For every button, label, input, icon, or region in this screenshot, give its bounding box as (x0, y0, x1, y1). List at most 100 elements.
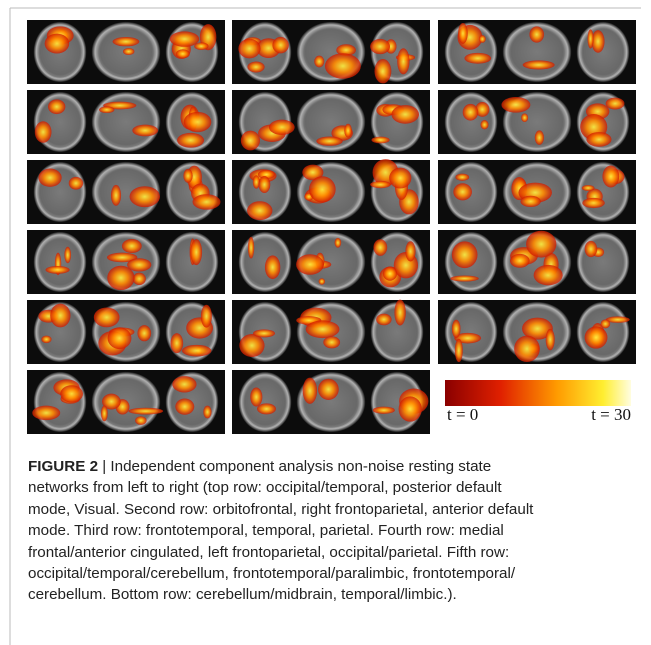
caption-line: FIGURE 2 | Independent component analysi… (28, 456, 643, 477)
activation-blob (183, 169, 192, 183)
caption-line: mode, Visual. Second row: orbitofrontal,… (28, 499, 643, 520)
activation-blob (123, 48, 134, 55)
activation-blob (606, 98, 625, 110)
activation-blob (314, 56, 324, 68)
activation-blob (373, 239, 387, 256)
activation-blob (309, 176, 336, 202)
activation-blob (501, 97, 530, 113)
activation-blob (250, 387, 262, 406)
activation-blob (453, 183, 472, 200)
activation-blob (529, 26, 544, 42)
activation-blob (452, 320, 461, 338)
activation-blob (127, 258, 151, 271)
activation-blob (323, 336, 340, 348)
colorbar-max-label: t = 30 (591, 405, 631, 424)
caption-line: mode. Third row: frontotemporal, tempora… (28, 520, 643, 541)
activation-blob (344, 124, 352, 138)
caption: FIGURE 2 | Independent component analysi… (28, 456, 643, 606)
activation-blob (133, 273, 146, 285)
activation-blob (521, 113, 528, 122)
activation-blob (319, 278, 325, 284)
brain-panel (438, 20, 636, 84)
activation-blob (335, 238, 342, 248)
activation-blob (247, 201, 272, 220)
activation-blob (48, 99, 65, 114)
activation-blob (201, 305, 212, 328)
activation-blob (455, 174, 469, 181)
activation-blob (184, 112, 212, 132)
brain-panel (27, 90, 225, 154)
brain-panel (27, 160, 225, 224)
brain-panel (232, 300, 430, 364)
activation-blob (592, 30, 605, 53)
activation-blob (376, 314, 391, 326)
activation-blob (452, 241, 478, 268)
brain-panel (27, 370, 225, 434)
colorbar-min-label: t = 0 (447, 405, 478, 424)
activation-blob (60, 385, 83, 402)
activation-blob (463, 104, 479, 121)
activation-blob (399, 396, 422, 421)
activation-blob (111, 185, 121, 206)
activation-blob (38, 168, 61, 186)
activation-blob (99, 106, 114, 113)
brain-panel (438, 160, 636, 224)
activation-blob (257, 403, 276, 414)
activation-blob (316, 137, 342, 146)
activation-blob (405, 241, 415, 261)
activation-blob (101, 405, 108, 421)
activation-blob (582, 185, 595, 191)
activation-blob (383, 267, 397, 281)
brain-panel (438, 90, 636, 154)
activation-blob (238, 39, 260, 59)
caption-text: | Independent component analysis non-noi… (98, 458, 491, 475)
brain-panel (232, 20, 430, 84)
brain-panel (27, 300, 225, 364)
activation-blob (602, 166, 619, 188)
activation-blob (391, 105, 419, 124)
activation-blob (397, 48, 409, 74)
brain-panel (232, 370, 430, 434)
activation-blob (50, 304, 70, 328)
activation-blob (586, 132, 611, 147)
activation-blob (585, 326, 608, 348)
brain-panel (27, 20, 225, 84)
activation-blob (122, 239, 142, 253)
activation-blob (113, 37, 140, 46)
activation-blob (458, 23, 468, 44)
activation-blob (132, 125, 158, 137)
activation-blob (172, 376, 196, 392)
activation-blob (523, 60, 555, 69)
brain-tissue (244, 378, 286, 427)
caption-line: networks from left to right (top row: oc… (28, 477, 643, 498)
brain-panel (232, 159, 430, 224)
activation-blob (588, 29, 594, 48)
activation-blob (41, 336, 51, 343)
caption-label: FIGURE 2 (28, 458, 98, 475)
activation-blob (32, 406, 60, 420)
activation-blob (45, 34, 70, 54)
activation-blob (108, 327, 132, 349)
panel-grid (27, 20, 636, 434)
activation-blob (135, 416, 146, 425)
activation-blob (128, 408, 163, 415)
activation-blob (69, 177, 83, 190)
activation-blob (175, 399, 194, 415)
activation-blob (520, 196, 540, 207)
activation-blob (253, 329, 275, 337)
page: t = 0 t = 30 FIGURE 2 | Independent comp… (0, 0, 651, 645)
activation-blob (371, 137, 389, 144)
activation-blob (464, 53, 491, 64)
activation-blob (370, 39, 390, 54)
activation-blob (182, 345, 211, 357)
brain-panel (232, 230, 430, 294)
activation-blob (269, 120, 295, 135)
brain-panel (438, 300, 636, 364)
activation-blob (176, 49, 190, 58)
caption-line: frontal/anterior cingulated, left fronto… (28, 542, 643, 563)
activation-blob (64, 247, 71, 263)
brain-panel (438, 230, 636, 294)
activation-blob (479, 35, 486, 43)
activation-blob (303, 378, 317, 404)
activation-blob (130, 186, 160, 207)
